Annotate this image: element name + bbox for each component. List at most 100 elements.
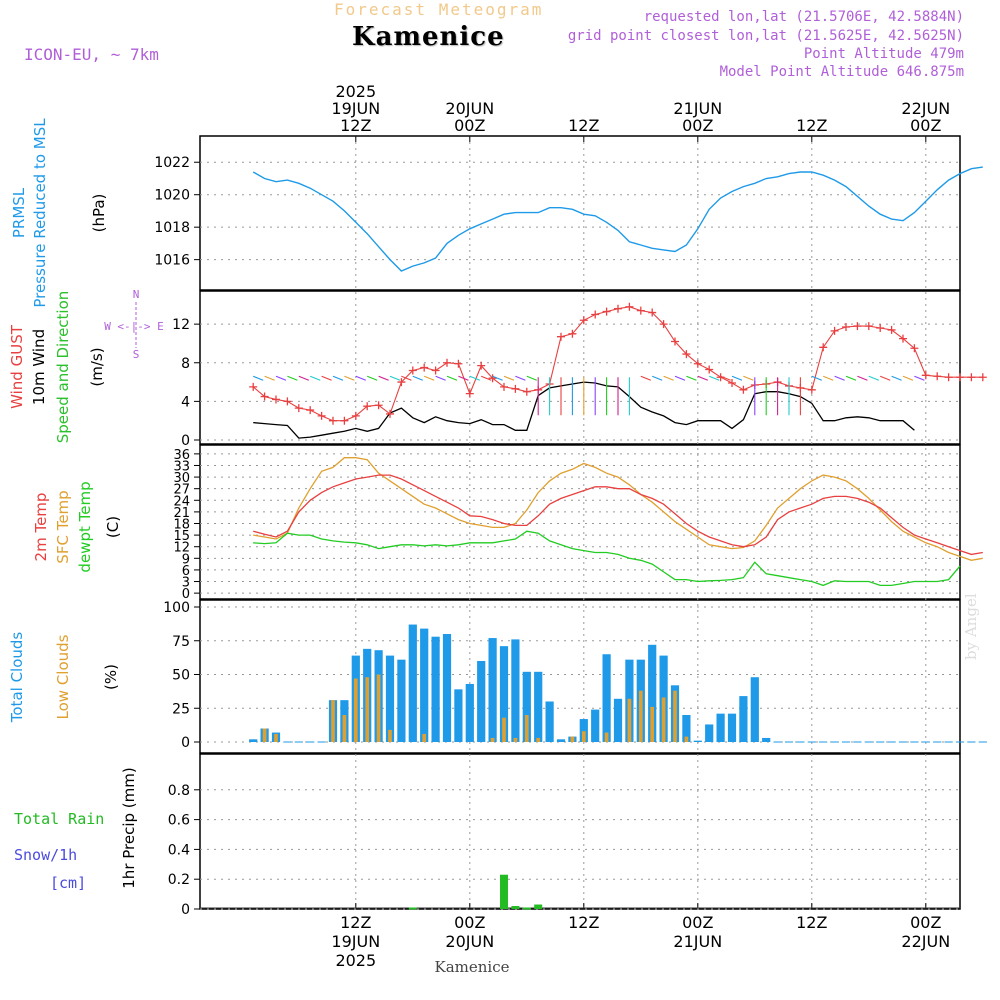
y-tick-label: 6 <box>182 564 190 579</box>
precip-unit: 1hr Precip (mm) <box>120 767 138 888</box>
wind-gust-label: Wind GUST <box>8 324 26 409</box>
low-cloud-bar <box>274 733 278 742</box>
gust-marker <box>842 323 850 332</box>
wind-arrow <box>401 375 412 381</box>
total-cloud-bar <box>579 719 588 742</box>
gust-marker <box>557 332 565 341</box>
wind-arrow <box>287 375 298 381</box>
gust-marker <box>864 322 873 331</box>
panel-frame-clouds <box>199 599 961 754</box>
gust-marker <box>739 385 748 394</box>
wind-arrow <box>309 375 321 381</box>
top-time-label: 22JUN <box>901 99 950 118</box>
y-tick-label: 18 <box>173 518 190 533</box>
temp-unit: (C) <box>104 516 122 538</box>
total-cloud-bar <box>602 654 611 742</box>
total-cloud-bar <box>499 646 509 742</box>
gust-marker <box>511 384 520 393</box>
low-cloud-bar <box>650 706 655 742</box>
top-time-label: 20JUN <box>445 99 494 118</box>
gust-marker <box>294 404 303 413</box>
gust-marker <box>397 378 406 387</box>
wind-arrow <box>275 375 287 381</box>
gust-marker <box>956 373 964 382</box>
y-tick-label: 0 <box>181 735 190 751</box>
gust-marker <box>648 308 657 317</box>
wind-arrow <box>914 375 925 381</box>
gust-marker <box>488 374 497 383</box>
total-cloud-bar <box>249 739 258 742</box>
gust-marker <box>260 392 269 401</box>
wind-arrow <box>686 375 697 381</box>
model-label: ICON-EU, ~ 7km <box>24 45 159 64</box>
gust-marker <box>408 366 417 375</box>
top-time-label: 12Z <box>340 116 371 135</box>
gust-marker <box>614 304 622 313</box>
low-cloud-bar <box>331 700 335 742</box>
temp-sfc-label: SFC Temp <box>54 490 72 563</box>
model-point-altitude: Model Point Altitude 646.875m <box>719 64 964 80</box>
wind-speed-label: Speed and Direction <box>54 291 72 444</box>
low-cloud-bar <box>638 690 643 742</box>
total-clouds-label: Total Clouds <box>8 632 26 724</box>
gust-marker <box>568 329 577 338</box>
low-cloud-bar <box>365 677 370 742</box>
gust-marker <box>500 382 508 391</box>
y-tick-label: 30 <box>173 471 190 486</box>
wind-arrow <box>264 375 275 381</box>
panel-frame-wind <box>199 290 961 445</box>
low-cloud-bar <box>490 737 495 742</box>
gust-marker <box>522 387 531 396</box>
snow-label: Snow/1h <box>14 846 77 864</box>
low-cloud-bar <box>536 737 541 742</box>
top-time-label: 00Z <box>682 116 713 135</box>
low-cloud-bar <box>342 715 347 742</box>
total-cloud-bar <box>522 671 531 742</box>
compass-north: N <box>133 288 140 301</box>
wind-arrow <box>389 375 401 381</box>
bottom-time-label: 20JUN <box>445 932 494 951</box>
y-tick-label: 12 <box>172 317 190 333</box>
wind-arrow <box>857 375 868 381</box>
y-tick-label: 1022 <box>154 155 190 171</box>
total-cloud-bar <box>477 661 486 742</box>
gust-marker <box>921 371 930 380</box>
top-time-label: 00Z <box>454 116 485 135</box>
product-title: Forecast Meteogram <box>334 0 544 19</box>
wind-arrow <box>743 375 754 381</box>
total-cloud-bar <box>511 639 520 742</box>
y-tick-label: 27 <box>173 483 190 498</box>
wind-arrow <box>458 375 469 381</box>
low-clouds-label: Low Clouds <box>54 634 72 719</box>
gust-marker <box>671 337 679 346</box>
footer-location: Kamenice <box>435 958 510 976</box>
gust-marker <box>249 382 258 391</box>
low-cloud-bar <box>388 729 392 742</box>
wind-arrow <box>720 375 731 381</box>
bottom-time-label: 00Z <box>682 913 713 932</box>
low-cloud-bar <box>604 732 609 742</box>
wind-arrow <box>492 375 503 381</box>
total-cloud-bar <box>762 737 771 742</box>
total-cloud-bar <box>465 683 474 742</box>
low-cloud-bar <box>570 736 575 742</box>
wind-arrow <box>366 375 378 381</box>
gust-marker <box>351 411 360 420</box>
rain-bar <box>522 907 531 910</box>
total-cloud-bar <box>693 740 702 742</box>
bottom-time-label: 19JUN <box>331 932 380 951</box>
gust-marker <box>340 416 349 425</box>
y-tick-label: 75 <box>172 634 190 650</box>
y-tick-label: 0.6 <box>168 813 190 829</box>
top-time-label: 2025 <box>335 82 376 101</box>
gust-marker <box>693 359 702 368</box>
temp-2m-line <box>253 474 983 556</box>
y-tick-label: 0 <box>181 902 190 918</box>
pressure-unit: (hPa) <box>90 194 108 233</box>
wind-arrow <box>378 375 389 381</box>
wind-arrow <box>822 375 834 381</box>
wind-arrow <box>731 375 743 381</box>
total-cloud-bar <box>613 698 623 742</box>
wind-arrow <box>891 375 902 381</box>
